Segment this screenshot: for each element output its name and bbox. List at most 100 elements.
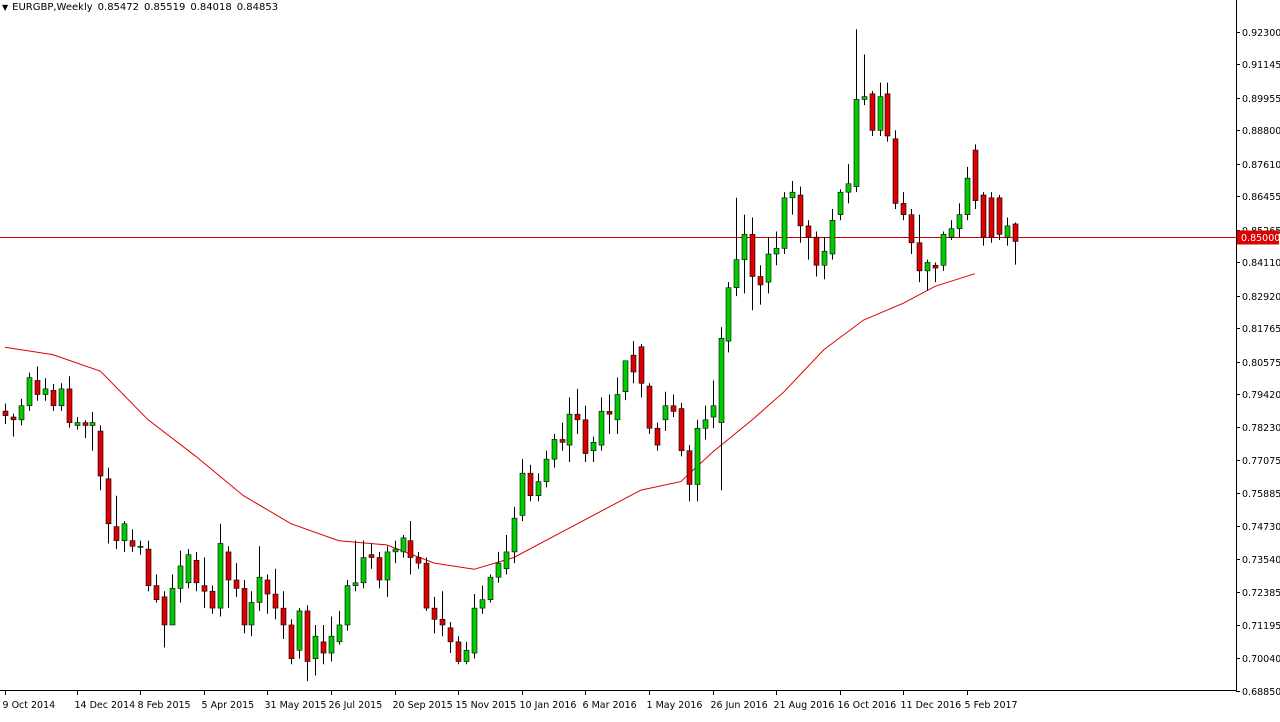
candle-body xyxy=(869,93,876,131)
candle-body xyxy=(948,228,955,238)
candle-body xyxy=(678,408,685,452)
candle-body xyxy=(924,262,931,272)
low-value: 0.84018 xyxy=(190,2,232,13)
y-tick-label: 0.68850 xyxy=(1242,687,1280,698)
candle-body xyxy=(153,585,160,600)
x-tick-label: 11 Dec 2016 xyxy=(901,700,962,711)
candle-body xyxy=(845,183,852,193)
candle-body xyxy=(384,551,391,581)
y-tick-label: 0.71195 xyxy=(1242,621,1280,632)
y-tick-label: 0.88800 xyxy=(1242,126,1280,137)
candle-body xyxy=(980,194,987,238)
x-tick-label: 31 May 2015 xyxy=(265,700,327,711)
x-tick-label: 9 Oct 2014 xyxy=(3,700,56,711)
candle-body xyxy=(105,478,112,525)
candle-body xyxy=(884,93,891,137)
candle-body xyxy=(710,405,717,418)
candle-body xyxy=(503,551,510,570)
x-tick-label: 14 Dec 2014 xyxy=(75,700,136,711)
candle-body xyxy=(1012,223,1019,242)
candle-body xyxy=(42,388,49,395)
candle-body xyxy=(614,394,621,421)
candle-body xyxy=(606,411,613,415)
candle-body xyxy=(877,96,884,131)
candle-body xyxy=(646,385,653,429)
candle-body xyxy=(670,405,677,412)
close-value: 0.84853 xyxy=(236,2,279,13)
candle-body xyxy=(566,413,573,446)
candle-body xyxy=(264,579,271,595)
candle-body xyxy=(415,557,422,564)
candle-body xyxy=(272,593,279,609)
candle-body xyxy=(312,635,319,659)
candle-body xyxy=(352,582,359,586)
candle-body xyxy=(551,439,558,460)
moving-average-line xyxy=(4,273,976,570)
x-tick-label: 6 Mar 2016 xyxy=(583,700,637,711)
candle-body xyxy=(813,236,820,266)
x-tick-label: 20 Sep 2015 xyxy=(393,700,453,711)
candle-body xyxy=(908,214,915,244)
candle-body xyxy=(598,411,605,446)
candle-body xyxy=(336,624,343,643)
candle-body xyxy=(725,287,732,342)
candle-body xyxy=(407,540,414,558)
candle-body xyxy=(964,177,971,215)
candle-body xyxy=(113,526,120,541)
x-tick-label: 26 Jul 2015 xyxy=(329,700,383,711)
candle-body xyxy=(853,99,860,187)
candle-body xyxy=(694,427,701,485)
candle-body xyxy=(248,602,255,626)
x-tick-label: 21 Aug 2016 xyxy=(774,700,835,711)
candle-body xyxy=(686,450,693,485)
candle-body xyxy=(654,427,661,446)
candle-body xyxy=(622,360,629,393)
candle-body xyxy=(431,607,438,620)
candle-body xyxy=(209,590,216,609)
candle-body xyxy=(376,557,383,581)
candle-body xyxy=(861,96,868,100)
y-tick-label: 0.73540 xyxy=(1242,555,1280,566)
candle-body xyxy=(797,194,804,227)
candle-body xyxy=(392,548,399,553)
candle-body xyxy=(718,338,725,423)
y-tick-label: 0.74730 xyxy=(1242,522,1280,533)
candle-body xyxy=(892,138,899,204)
candle-body xyxy=(765,253,772,283)
y-tick-label: 0.91145 xyxy=(1242,60,1280,71)
candle-body xyxy=(201,585,208,592)
candle-body xyxy=(66,388,73,423)
candle-body xyxy=(487,576,494,600)
candle-body xyxy=(940,234,947,266)
candle-body xyxy=(280,607,287,626)
candle-body xyxy=(702,419,709,429)
y-tick-label: 0.87610 xyxy=(1242,160,1280,171)
candle-body xyxy=(50,390,57,407)
candle-body xyxy=(97,430,104,477)
candle-body xyxy=(26,377,33,407)
candle-body xyxy=(956,214,963,230)
candle-body xyxy=(741,234,748,260)
candle-body xyxy=(757,276,764,286)
x-tick-label: 5 Apr 2015 xyxy=(202,700,255,711)
candle-body xyxy=(34,380,41,395)
candle-body xyxy=(169,588,176,626)
candle-body xyxy=(233,579,240,589)
candle-body xyxy=(10,416,17,421)
candle-body xyxy=(304,610,311,662)
x-tick-label: 8 Feb 2015 xyxy=(138,700,191,711)
candle-body xyxy=(89,422,96,426)
candle-body xyxy=(527,472,534,496)
y-tick-label: 0.70040 xyxy=(1242,654,1280,665)
candle-body xyxy=(574,413,581,421)
high-value: 0.85519 xyxy=(144,2,186,13)
x-tick-label: 15 Nov 2015 xyxy=(456,700,517,711)
candle-body xyxy=(368,554,375,558)
candle-body xyxy=(463,649,470,662)
chevron-down-icon[interactable]: ▼ xyxy=(2,3,9,12)
candle-body xyxy=(82,422,89,426)
candle-body xyxy=(145,548,152,586)
chart-header: ▼ EURGBP,Weekly 0.85472 0.85519 0.84018 0.848… xyxy=(2,1,278,15)
candle-body xyxy=(932,264,939,269)
